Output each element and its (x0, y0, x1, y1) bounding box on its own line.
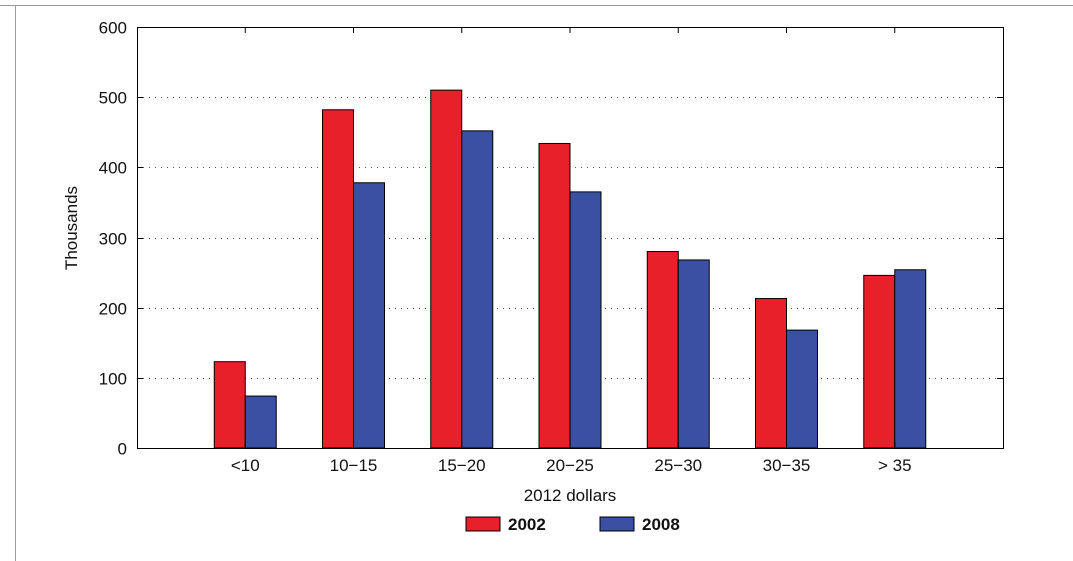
x-tick-label: > 35 (878, 456, 912, 475)
bar-2002 (538, 142, 571, 449)
y-tick-label: 400 (99, 159, 127, 178)
bar-2002 (755, 298, 787, 449)
y-axis-label: Thousands (62, 186, 81, 270)
bar-2008 (786, 329, 818, 449)
bars (213, 89, 927, 449)
bar-2002 (322, 109, 354, 449)
legend: 2002 2008 (465, 515, 680, 534)
legend-swatch-2008 (599, 516, 635, 532)
bar-2008 (569, 191, 602, 449)
x-tick-label: 15−20 (438, 456, 486, 475)
bar-2008 (677, 259, 710, 449)
legend-swatch-2002 (465, 516, 501, 532)
x-axis-label: 2012 dollars (524, 486, 617, 505)
bar-2002 (213, 361, 246, 449)
x-tick-label: <10 (231, 456, 260, 475)
bar-2008 (353, 182, 385, 449)
bar-2002 (430, 89, 463, 449)
x-tick-label: 20−25 (546, 456, 594, 475)
y-tick-label: 200 (99, 300, 127, 319)
bar-2002 (863, 274, 896, 449)
y-tick-label: 100 (99, 370, 127, 389)
x-tick-label: 10−15 (330, 456, 378, 475)
bar-2008 (244, 395, 277, 449)
x-tick-label: 30−35 (763, 456, 811, 475)
x-axis-ticks: <10 10−15 15−20 20−25 25−30 30−35 > 35 (231, 27, 912, 475)
legend-label-2002: 2002 (508, 515, 546, 534)
bar-2002 (646, 251, 679, 449)
x-tick-label: 25−30 (654, 456, 702, 475)
y-axis-ticks: 0 100 200 300 400 500 600 (99, 19, 1003, 459)
bar-2008 (461, 130, 494, 449)
y-tick-label: 300 (99, 230, 127, 249)
bar-2008 (894, 269, 927, 449)
y-tick-label: 600 (99, 19, 127, 38)
y-tick-label: 500 (99, 89, 127, 108)
y-tick-label: 0 (118, 440, 127, 459)
legend-label-2008: 2008 (642, 515, 680, 534)
